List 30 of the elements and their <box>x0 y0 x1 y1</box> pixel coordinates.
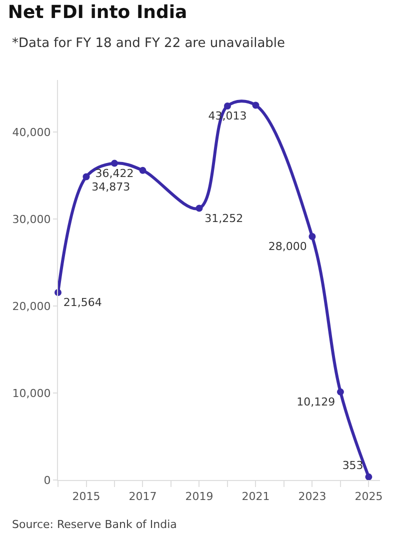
point <box>224 102 231 110</box>
point <box>139 166 146 174</box>
x-tick-label: 2023 <box>298 490 326 504</box>
point <box>365 473 372 480</box>
data-label: 28,000 <box>268 240 307 254</box>
y-tick-label: 40,000 <box>12 126 51 140</box>
point <box>196 204 203 212</box>
source-note: Source: Reserve Bank of India <box>12 518 177 531</box>
data-label: 353 <box>342 458 364 472</box>
y-tick-label: 0 <box>44 474 51 487</box>
x-tick-label: 2015 <box>72 490 100 504</box>
x-tick-label: 2021 <box>242 490 270 504</box>
point <box>308 233 316 240</box>
data-label: 31,252 <box>204 212 244 225</box>
point <box>110 160 118 167</box>
x-tick-label: 2025 <box>354 490 383 504</box>
chart-subtitle: *Data for FY 18 and FY 22 are unavailable <box>12 36 286 51</box>
data-label: 34,873 <box>92 180 130 194</box>
x-tick-label: 2019 <box>185 490 214 504</box>
y-tick-label: 20,000 <box>12 300 51 313</box>
x-tick-label: 2017 <box>128 490 157 504</box>
data-label: 36,422 <box>95 166 134 180</box>
point <box>336 388 344 396</box>
point <box>252 102 260 109</box>
y-tick-label: 30,000 <box>12 212 51 226</box>
data-label: 21,564 <box>63 296 102 310</box>
point <box>82 173 90 180</box>
chart-title: Net FDI into India <box>8 2 188 24</box>
data-label: 10,129 <box>296 396 336 409</box>
y-tick-label: 10,000 <box>12 386 51 400</box>
